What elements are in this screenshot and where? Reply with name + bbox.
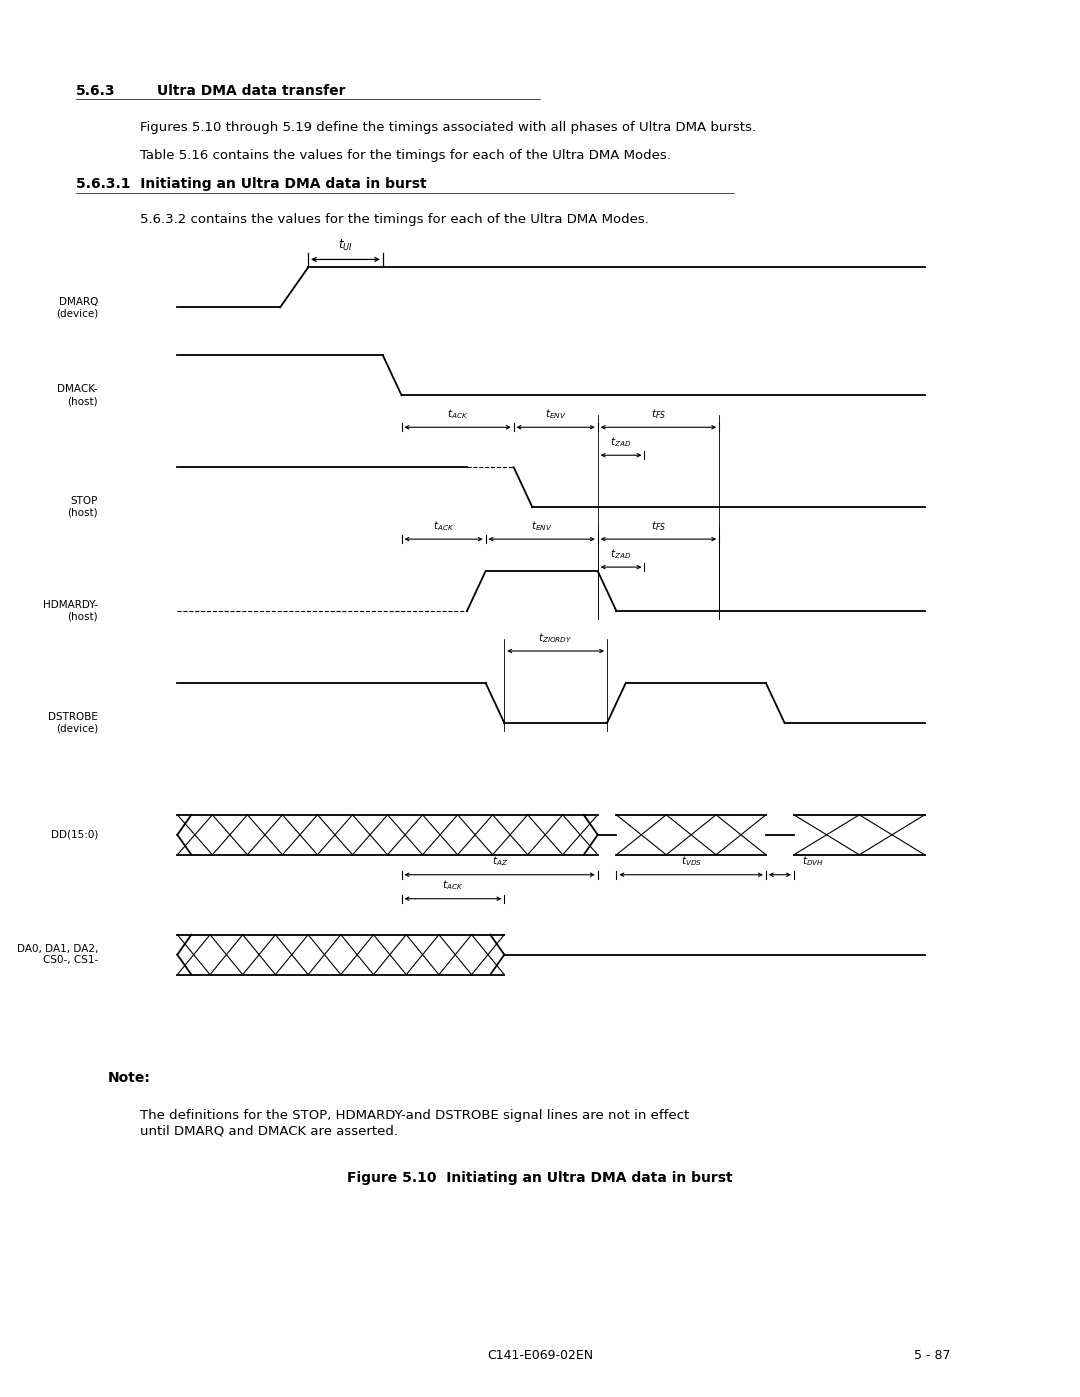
Text: 5.6.3.1  Initiating an Ultra DMA data in burst: 5.6.3.1 Initiating an Ultra DMA data in … — [76, 177, 427, 191]
Text: $t_{ZAD}$: $t_{ZAD}$ — [610, 434, 632, 448]
Text: $t_{DVH}$: $t_{DVH}$ — [801, 855, 824, 869]
Text: DMARQ
(device): DMARQ (device) — [56, 296, 98, 319]
Text: STOP
(host): STOP (host) — [67, 496, 98, 518]
Text: 5 - 87: 5 - 87 — [914, 1348, 950, 1362]
Text: Table 5.16 contains the values for the timings for each of the Ultra DMA Modes.: Table 5.16 contains the values for the t… — [140, 148, 672, 162]
Text: $t_{ACK}$: $t_{ACK}$ — [447, 407, 469, 420]
Text: $t_{AZ}$: $t_{AZ}$ — [491, 855, 508, 869]
Text: $t_{ACK}$: $t_{ACK}$ — [433, 518, 455, 532]
Text: DD(15:0): DD(15:0) — [51, 830, 98, 840]
Text: $t_{UI}$: $t_{UI}$ — [338, 237, 353, 253]
Text: $t_{ZIORDY}$: $t_{ZIORDY}$ — [539, 631, 572, 644]
Text: DMACK-
(host): DMACK- (host) — [57, 384, 98, 407]
Text: Ultra DMA data transfer: Ultra DMA data transfer — [157, 84, 346, 98]
Text: $t_{ENV}$: $t_{ENV}$ — [531, 518, 552, 532]
Text: HDMARDY-
(host): HDMARDY- (host) — [43, 601, 98, 622]
Text: 5.6.3: 5.6.3 — [76, 84, 116, 98]
Text: $t_{ACK}$: $t_{ACK}$ — [442, 879, 463, 893]
Text: $t_{FS}$: $t_{FS}$ — [650, 407, 666, 420]
Text: $t_{ZAD}$: $t_{ZAD}$ — [610, 546, 632, 560]
Text: The definitions for the STOP, HDMARDY-and DSTROBE signal lines are not in effect: The definitions for the STOP, HDMARDY-an… — [140, 1109, 690, 1137]
Text: DA0, DA1, DA2,
CS0-, CS1-: DA0, DA1, DA2, CS0-, CS1- — [16, 944, 98, 965]
Text: DSTROBE
(device): DSTROBE (device) — [48, 712, 98, 733]
Text: Note:: Note: — [108, 1071, 151, 1085]
Text: Figure 5.10  Initiating an Ultra DMA data in burst: Figure 5.10 Initiating an Ultra DMA data… — [347, 1171, 733, 1185]
Text: $t_{VDS}$: $t_{VDS}$ — [680, 855, 702, 869]
Text: $t_{ENV}$: $t_{ENV}$ — [545, 407, 566, 420]
Text: 5.6.3.2 contains the values for the timings for each of the Ultra DMA Modes.: 5.6.3.2 contains the values for the timi… — [140, 212, 649, 226]
Text: $t_{FS}$: $t_{FS}$ — [650, 518, 666, 532]
Text: Figures 5.10 through 5.19 define the timings associated with all phases of Ultra: Figures 5.10 through 5.19 define the tim… — [140, 120, 756, 134]
Text: C141-E069-02EN: C141-E069-02EN — [487, 1348, 593, 1362]
